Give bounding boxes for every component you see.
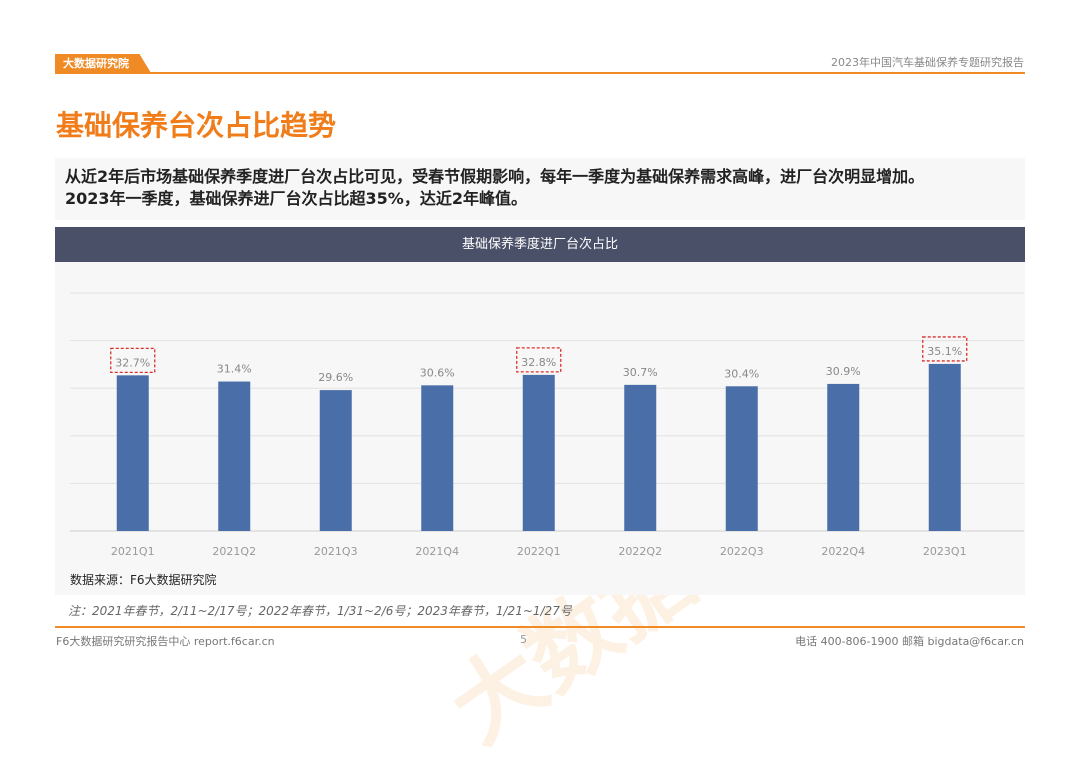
x-tick-label: 2022Q1: [517, 545, 561, 558]
footer-contact: 电话 400-806-1900 邮箱 bigdata@f6car.cn: [795, 635, 1024, 648]
x-tick-label: 2021Q3: [314, 545, 358, 558]
data-label: 35.1%: [927, 345, 962, 358]
bar: [624, 384, 657, 531]
data-source: 数据来源：F6大数据研究院: [70, 573, 217, 587]
bar: [522, 374, 555, 531]
x-tick-label: 2021Q4: [415, 545, 459, 558]
bar: [827, 383, 860, 531]
chart-title: 基础保养季度进厂台次占比: [55, 227, 1025, 262]
x-tick-label: 2022Q3: [720, 545, 764, 558]
summary-line: 2023年一季度，基础保养进厂台次占比超35%，达近2年峰值。: [65, 189, 527, 208]
data-label: 32.7%: [115, 356, 150, 369]
highlight-box: [922, 336, 968, 362]
header-divider: [55, 72, 1025, 74]
highlight-box: [516, 347, 562, 373]
x-tick-label: 2023Q1: [923, 545, 967, 558]
x-tick-label: 2022Q2: [618, 545, 662, 558]
highlight-box: [110, 347, 156, 373]
note: 注：2021年春节，2/11~2/17号；2022年春节，1/31~2/6号；2…: [68, 604, 572, 618]
bar: [319, 390, 352, 531]
bar: [928, 363, 961, 531]
data-label: 30.6%: [420, 366, 455, 379]
bar: [421, 385, 454, 531]
bar-chart: 32.7% 2021Q1 31.4% 2021Q2 29.6% 2021Q3 30.6% 20…: [70, 292, 1024, 558]
data-label: 32.8%: [521, 356, 556, 369]
data-label: 31.4%: [217, 363, 252, 376]
report-title: 2023年中国汽车基础保养专题研究报告: [831, 56, 1024, 69]
bar: [725, 386, 758, 531]
data-label: 29.6%: [318, 371, 353, 384]
x-tick-label: 2022Q4: [821, 545, 865, 558]
data-label: 30.9%: [826, 365, 861, 378]
footer-left: F6大数据研究研究报告中心 report.f6car.cn: [56, 635, 275, 648]
x-tick-label: 2021Q1: [111, 545, 155, 558]
page-title: 基础保养台次占比趋势: [56, 109, 337, 142]
page-number: 5: [520, 633, 527, 646]
summary-line: 从近2年后市场基础保养季度进厂台次占比可见，受春节假期影响，每年一季度为基础保养…: [65, 167, 925, 186]
summary: 从近2年后市场基础保养季度进厂台次占比可见，受春节假期影响，每年一季度为基础保养…: [55, 158, 1025, 220]
logo: 大数据研究院: [55, 54, 151, 73]
bar: [116, 375, 149, 531]
footer-divider: [55, 626, 1025, 628]
data-label: 30.7%: [623, 366, 658, 379]
data-label: 30.4%: [724, 367, 759, 380]
x-tick-label: 2021Q2: [212, 545, 256, 558]
bar: [218, 381, 251, 531]
